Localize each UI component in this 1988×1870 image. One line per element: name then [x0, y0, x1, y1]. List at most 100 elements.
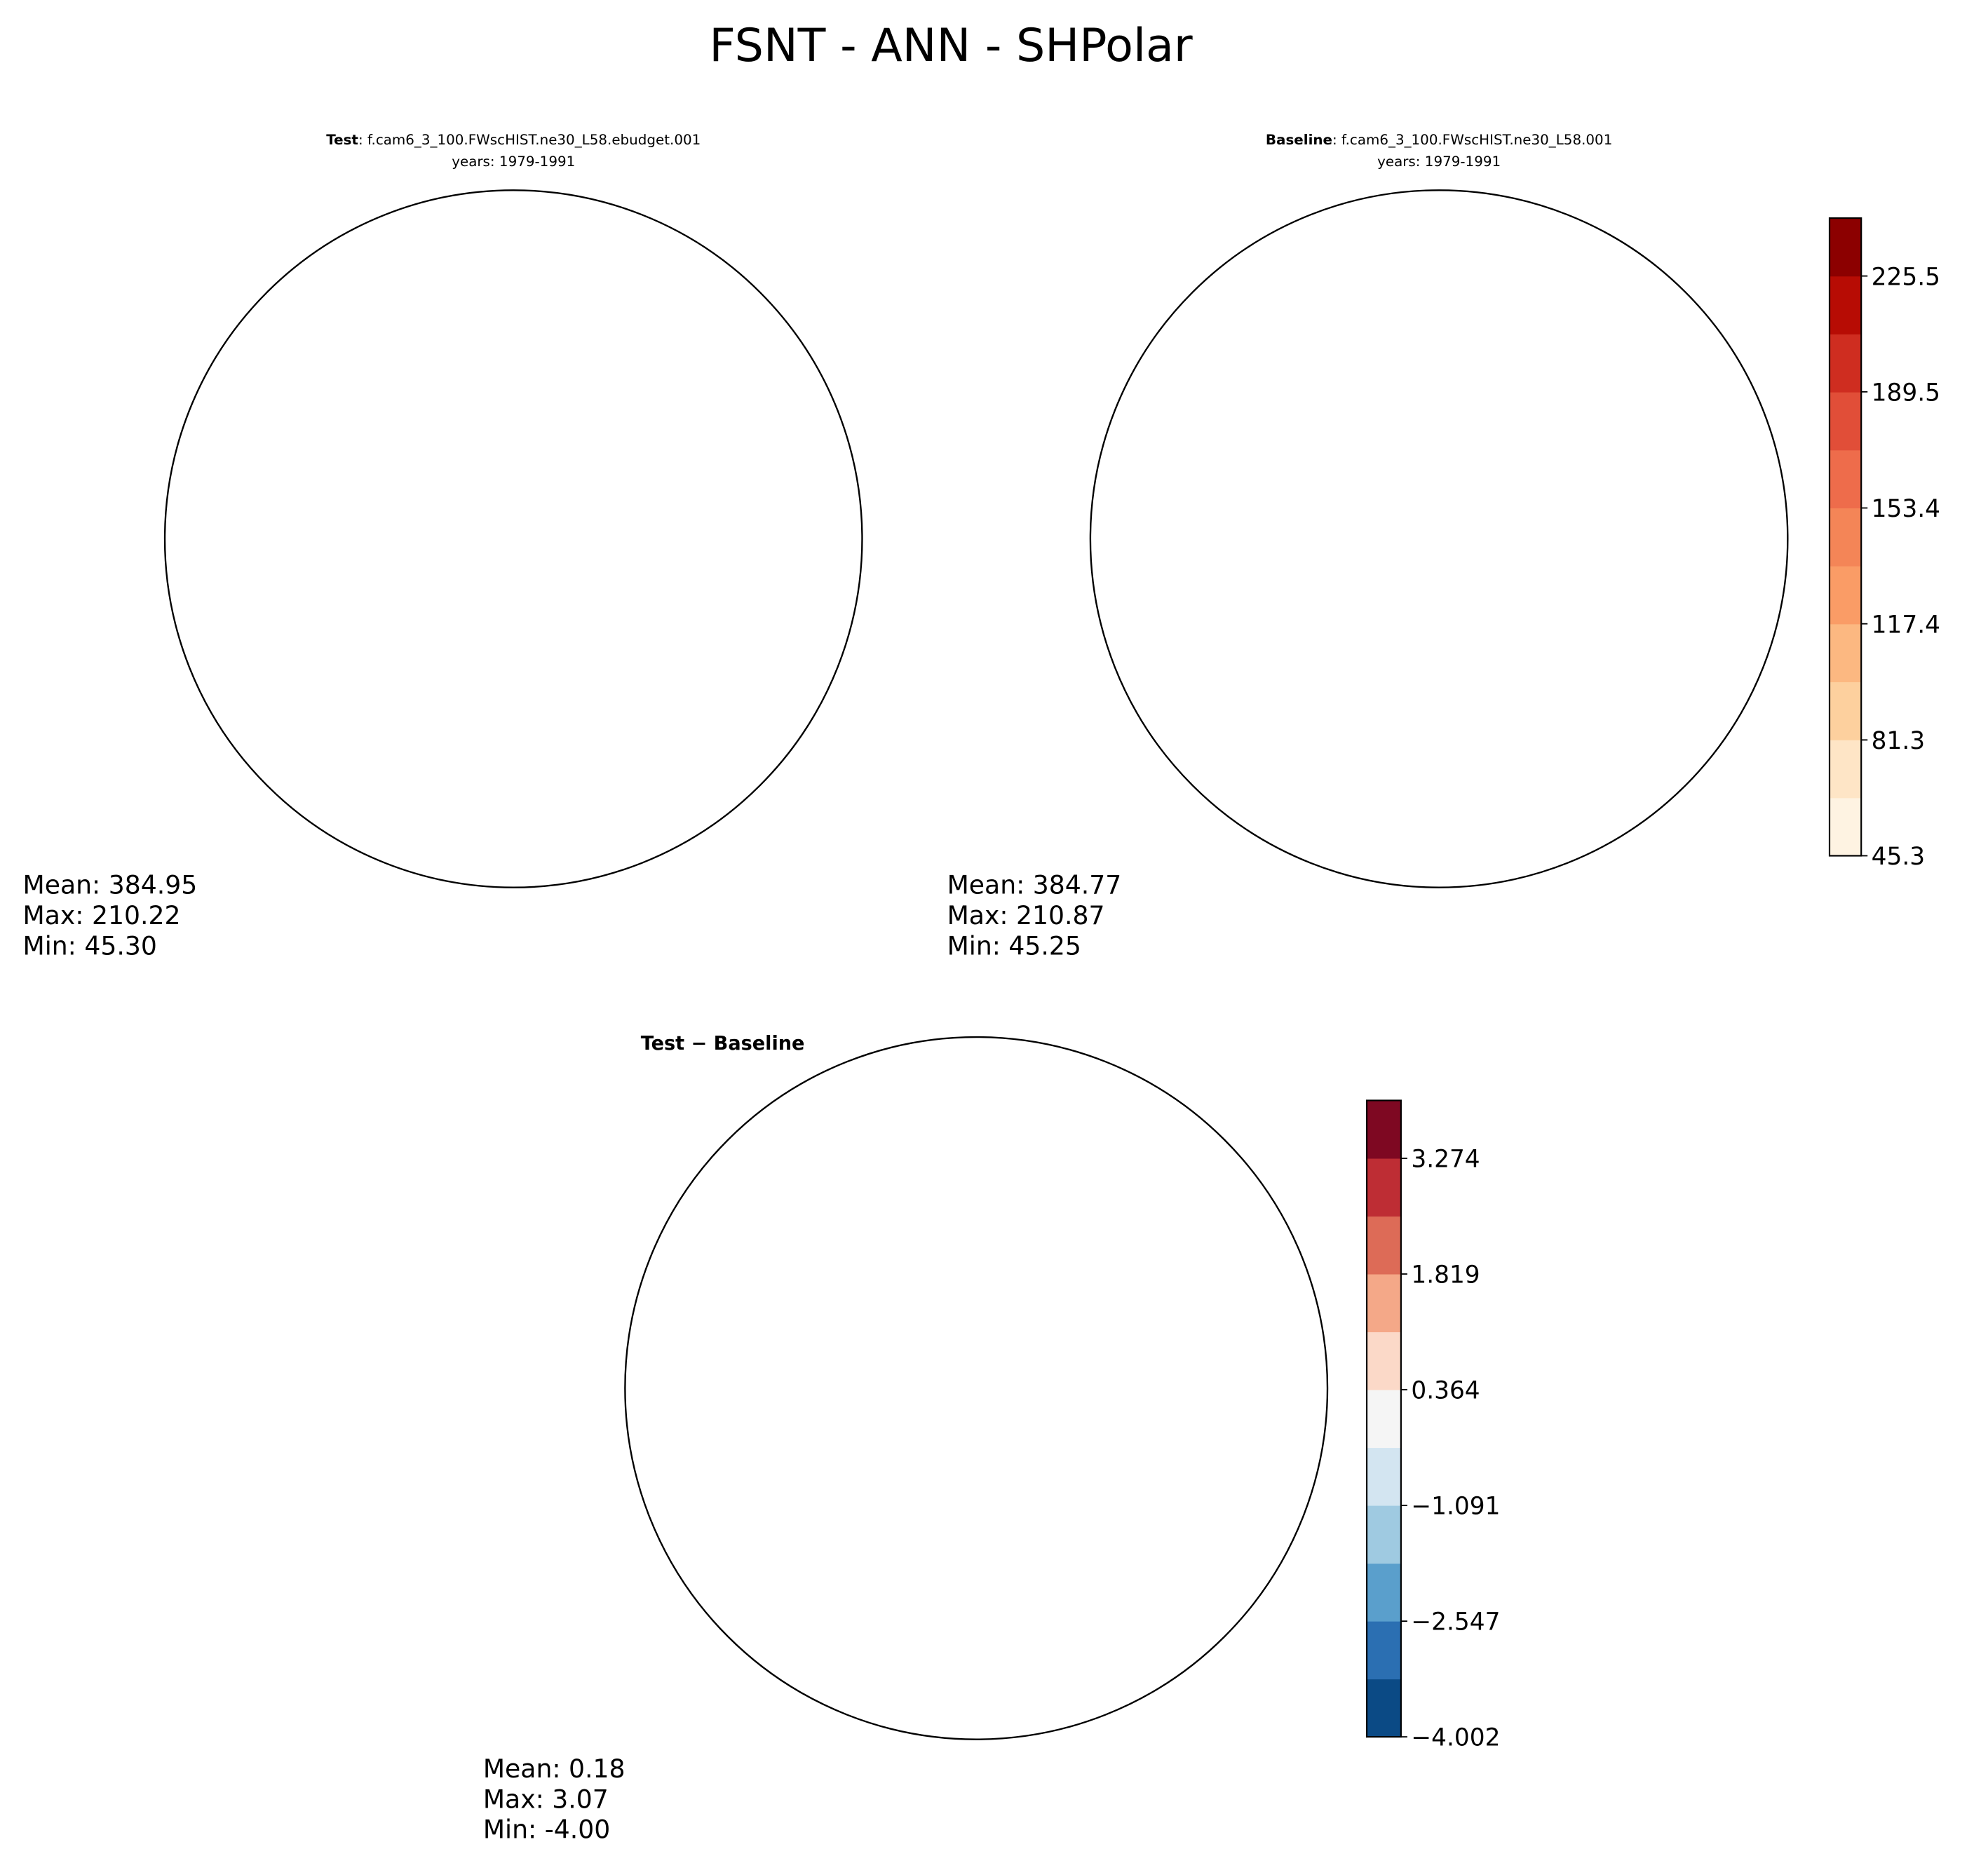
- colorbar-level: [1829, 623, 1862, 683]
- colorbar-level: [1829, 392, 1862, 451]
- map: [621, 1037, 1327, 1749]
- panel-title: Test − Baseline: [641, 1033, 805, 1055]
- map-frame: [163, 189, 863, 888]
- colorbar-frame: [1828, 217, 1862, 857]
- panel-title: Test: f.cam6_3_100.FWscHIST.ne30_L58.ebu…: [326, 132, 701, 148]
- contour-band: [488, 858, 640, 904]
- colorbar-tick-label: 3.274: [1411, 1146, 1480, 1174]
- map-frame: [624, 1036, 1329, 1740]
- colorbar-level: [1829, 508, 1862, 567]
- colorbar-tick-label: 45.3: [1872, 843, 1925, 871]
- contour-band: [1147, 1224, 1210, 1376]
- map: [1071, 196, 1782, 904]
- contour-band: [1247, 334, 1646, 725]
- panel-years: years: 1979-1991: [452, 154, 575, 170]
- colorbar-tick-label: 117.4: [1872, 611, 1940, 639]
- contour-band: [1071, 196, 1782, 893]
- contour-band: [710, 1566, 863, 1641]
- contour-band: [1104, 221, 1759, 862]
- panel-case: : f.cam6_3_100.FWscHIST.ne30_L58.ebudget…: [358, 132, 701, 148]
- colorbar-level: [1829, 797, 1862, 857]
- colorbar-level: [1829, 276, 1862, 334]
- map: [171, 298, 857, 904]
- stat-line: Max: 210.22: [23, 900, 181, 930]
- colorbar-tick-label: −4.002: [1411, 1724, 1500, 1752]
- colorbar-level: [1829, 218, 1862, 277]
- colorbar-level: [1829, 334, 1862, 393]
- colorbar-level: [1367, 1505, 1401, 1564]
- stat-line: Mean: 384.77: [947, 870, 1122, 900]
- colorbar-level: [1367, 1563, 1401, 1622]
- colorbar-tick-label: 1.819: [1411, 1261, 1480, 1289]
- contour-band: [678, 729, 833, 862]
- colorbar-level: [1829, 682, 1862, 740]
- contour-band: [194, 336, 250, 438]
- colorbar-tick-label: −1.091: [1411, 1493, 1500, 1521]
- contour-band: [356, 359, 697, 693]
- colorbar-level: [1367, 1390, 1401, 1449]
- map-frame: [1089, 189, 1789, 888]
- contour-band: [332, 383, 699, 686]
- contour-band: [1257, 383, 1624, 686]
- panel-label: Baseline: [1266, 132, 1332, 148]
- contour-band: [736, 1376, 786, 1451]
- figure-title: FSNT - ANN - SHPolar: [709, 20, 1193, 72]
- contour-band: [786, 1604, 913, 1705]
- colorbar-tick-label: 153.4: [1872, 495, 1940, 523]
- contour-band: [1152, 259, 1721, 817]
- coastline: [805, 1241, 1151, 1528]
- colorbar-tick-label: 189.5: [1872, 379, 1940, 407]
- panel-title: Baseline: f.cam6_3_100.FWscHIST.ne30_L58…: [1266, 132, 1612, 148]
- stat-line: Mean: 384.95: [23, 870, 198, 900]
- coastline: [1268, 392, 1614, 679]
- contour-band: [625, 1037, 1327, 1740]
- stat-line: Mean: 0.18: [483, 1754, 626, 1784]
- colorbar-tick-label: 0.364: [1411, 1377, 1480, 1405]
- colorbar-level: [1367, 1621, 1401, 1680]
- contour-band: [1090, 1147, 1217, 1426]
- coastline: [342, 392, 689, 679]
- stat-line: Max: 210.87: [947, 900, 1105, 930]
- contour-band: [678, 729, 857, 894]
- colorbar-level: [1829, 566, 1862, 625]
- contour-band: [1177, 1280, 1207, 1343]
- contour-band: [1128, 1464, 1280, 1641]
- colorbar-level: [1367, 1273, 1401, 1333]
- contour-band: [1268, 392, 1614, 679]
- colorbar-level: [1829, 449, 1862, 508]
- colorbar-level: [1367, 1447, 1401, 1506]
- colorbar-level: [1367, 1332, 1401, 1390]
- contour-band: [697, 1553, 925, 1705]
- contour-band: [697, 1324, 824, 1502]
- contour-band: [761, 1059, 1116, 1134]
- contour-band: [647, 1179, 926, 1294]
- contour-band: [1027, 1522, 1154, 1585]
- contour-band: [875, 1515, 1154, 1642]
- contour-band: [171, 298, 285, 501]
- contour-band: [811, 1686, 989, 1749]
- colorbar-level: [1367, 1158, 1401, 1217]
- stat-line: Min: 45.30: [23, 931, 157, 961]
- colorbar-tick-label: 81.3: [1872, 727, 1925, 755]
- colorbar-frame: [1365, 1099, 1402, 1738]
- stat-line: Min: 45.25: [947, 931, 1081, 961]
- contour-band: [678, 729, 751, 764]
- contour-band: [1207, 304, 1676, 764]
- panel-case: : f.cam6_3_100.FWscHIST.ne30_L58.001: [1332, 132, 1612, 148]
- colorbar-tick-label: 225.5: [1872, 263, 1940, 291]
- contour-band: [1217, 1299, 1293, 1451]
- stat-line: Max: 3.07: [483, 1784, 609, 1814]
- colorbar-level: [1367, 1679, 1401, 1737]
- contour-band: [824, 1224, 926, 1274]
- contour-band: [678, 729, 796, 817]
- panel-label: Test: [326, 132, 358, 148]
- contour-band: [1097, 298, 1211, 501]
- contour-band: [322, 334, 720, 725]
- colorbar-level: [1367, 1216, 1401, 1275]
- colorbar-tick-label: −2.547: [1411, 1608, 1500, 1637]
- contour-band: [1414, 858, 1566, 904]
- panel-years: years: 1979-1991: [1377, 154, 1501, 170]
- contour-band: [1119, 336, 1175, 438]
